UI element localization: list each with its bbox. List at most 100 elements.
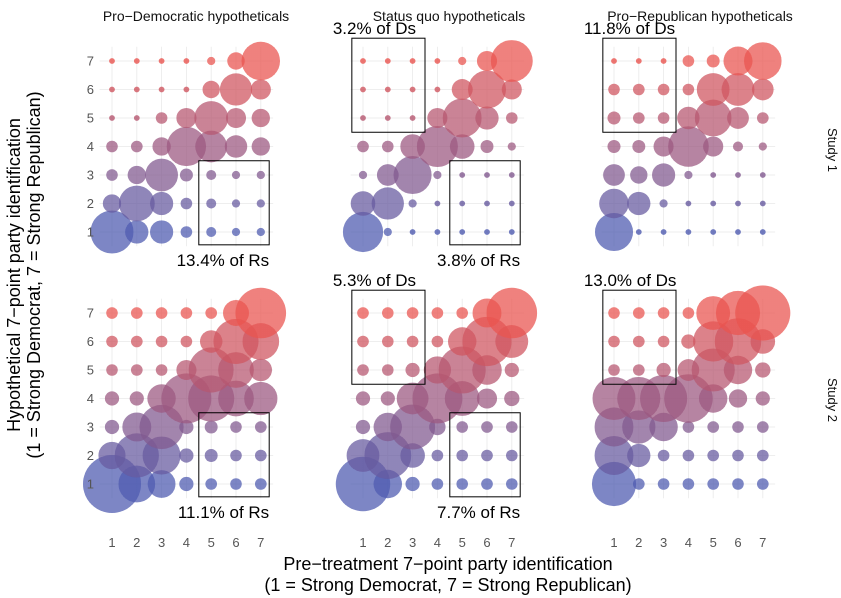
bubble-texture [231,199,241,208]
bubble-texture [657,112,670,124]
bubble-texture [106,335,118,348]
bubble-texture [622,410,656,444]
y-tick-label: 6 [87,334,94,349]
bubble-texture [357,364,369,376]
y-tick-label: 2 [87,196,94,211]
bubble-texture [155,112,168,124]
bubble-texture [129,391,144,406]
bubble-x7-y1 [759,229,766,235]
y-tick-label: 1 [87,225,94,240]
x-tick-label: 2 [384,535,391,550]
x-tick-label: 5 [208,535,215,550]
bubble-texture [118,185,155,222]
bubble-x6-y1 [484,229,490,235]
bubble-texture [244,381,278,416]
bubble-texture [254,478,267,490]
panel-1-1: 13.4% of Rs 1 2 3 4 5 6 7 [87,41,281,270]
bubble-texture [357,335,369,348]
bubble-texture [131,140,143,153]
annotation-d-to-r: 13.0% of Ds [584,271,677,290]
bubble-texture [416,125,458,168]
bubble-texture [202,80,220,99]
bubble-texture [371,187,404,220]
bubble-texture [147,470,176,498]
bubble-texture [104,391,120,406]
bubble-texture [206,169,217,181]
bubble-texture [456,307,469,319]
panel-2-2: 5.3% of Ds 7.7% of Rs 1 2 3 4 5 6 7 [333,271,538,550]
bubble-texture [106,169,118,181]
bubble-x3-y7 [409,58,416,64]
bubble-x4-y1 [685,229,692,235]
x-axis-title-line-2: (1 = Strong Democrat, 7 = Strong Republi… [264,575,631,595]
bubble-texture [694,99,732,137]
bubble-texture [633,307,645,319]
bubble-texture [231,170,241,180]
x-tick-label: 3 [409,535,416,550]
bubble-texture [431,307,444,319]
bubble-x5-y2 [710,200,717,207]
bubble-x7-y1 [508,229,515,235]
bubble-x6-y3 [735,172,741,178]
bubble-texture [501,79,522,100]
bubble-texture [380,391,395,406]
bubble-x6-y1 [735,229,741,235]
bubble-texture [180,197,193,210]
y-tick-label: 3 [87,420,94,435]
switcher-box-r-to-d [198,412,270,498]
bubble-x3-y7 [158,58,165,64]
bubble-texture [194,101,229,135]
bubble-texture [607,111,621,125]
x-tick-label: 7 [257,535,264,550]
bubble-texture [405,476,420,492]
bubble-x2-y7 [384,58,391,64]
bubble-texture [206,226,217,238]
bubble-texture [408,199,417,208]
bubble-texture [219,73,253,106]
bubble-texture [205,478,217,490]
bubble-x1-y5 [109,115,115,121]
switcher-box-d-to-r [351,289,426,385]
bubble-texture [431,478,444,490]
bubble-texture [195,130,228,163]
bubble-texture [90,210,134,254]
bubble-texture [682,55,695,67]
y-axis-title-line-1: Hypothetical 7−point party identificatio… [4,118,24,432]
bubble-x1-y6 [109,86,115,93]
bubble-texture [180,307,193,319]
bubble-x3-y1 [409,229,416,235]
bubble-texture [204,420,218,434]
x-tick-label: 2 [635,535,642,550]
bubble-texture [758,142,767,151]
bubble-texture [155,364,168,376]
bubble-x4-y2 [434,200,441,207]
bubble-texture [657,335,670,348]
bubble-texture [256,227,265,237]
bubble-texture [358,170,368,180]
bubble-texture [106,364,118,376]
x-axis-title-line-1: Pre−treatment 7−point party identificati… [283,554,612,574]
x-tick-label: 4 [434,535,441,550]
bubble-texture [633,83,645,96]
x-tick-label: 6 [483,535,490,550]
annotation-r-to-d: 13.4% of Rs [177,251,270,270]
bubble-texture [106,140,118,153]
bubble-texture [599,188,629,219]
bubble-texture [231,227,241,237]
panel-2-3: 13.0% of Ds 1 2 3 4 5 6 7 [584,271,791,550]
bubble-x4-y6 [183,86,190,93]
bubble-texture [467,70,507,109]
switcher-box-r-to-d [198,160,270,246]
bubble-texture [405,362,420,378]
bubble-texture [230,421,242,433]
bubble-texture [506,112,518,124]
bubble-texture [102,194,122,213]
y-tick-label: 4 [87,391,94,406]
bubble-x5-y1 [710,229,717,235]
bubble-x2-y1 [635,229,642,235]
bubble-texture [131,364,143,376]
bubble-texture [507,142,516,151]
bubble-texture [696,73,730,106]
bubble-texture [504,362,519,378]
x-tick-label: 7 [759,535,766,550]
